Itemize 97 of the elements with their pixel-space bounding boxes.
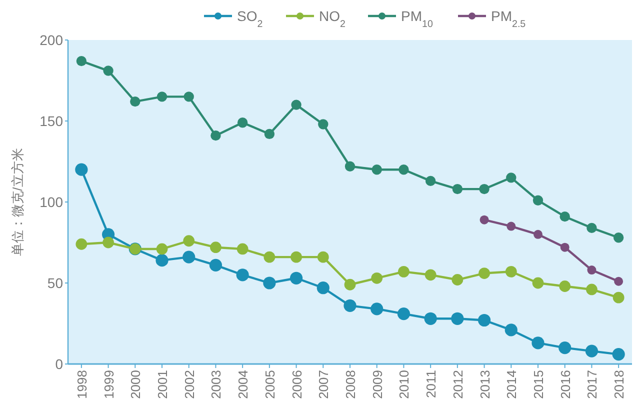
x-tick-label: 2000 bbox=[128, 370, 144, 399]
point bbox=[290, 251, 302, 263]
point bbox=[534, 230, 542, 239]
x-tick-label: 2010 bbox=[396, 370, 412, 399]
point bbox=[103, 66, 114, 76]
point bbox=[290, 272, 303, 284]
point bbox=[560, 211, 570, 222]
x-tick-label: 2007 bbox=[316, 370, 332, 399]
point bbox=[425, 176, 436, 186]
point bbox=[506, 172, 516, 183]
point bbox=[236, 268, 249, 282]
point bbox=[452, 184, 463, 194]
point bbox=[478, 268, 490, 279]
point bbox=[451, 312, 464, 325]
point bbox=[263, 276, 276, 290]
point bbox=[505, 266, 517, 278]
legend-label: SO$_{2}$ bbox=[237, 8, 263, 30]
y-tick-label: 200 bbox=[40, 32, 64, 48]
x-tick-label: 2016 bbox=[558, 370, 573, 399]
y-tick-label: 150 bbox=[40, 113, 64, 129]
point bbox=[478, 314, 491, 327]
x-tick-label: 1998 bbox=[74, 370, 90, 399]
point bbox=[76, 238, 88, 250]
point bbox=[558, 342, 572, 354]
x-tick-label: 2005 bbox=[262, 370, 278, 399]
x-tick-label: 2014 bbox=[504, 370, 520, 399]
point bbox=[479, 184, 490, 194]
x-tick-label: 2013 bbox=[477, 370, 492, 399]
x-tick-label: 2015 bbox=[531, 370, 546, 399]
point bbox=[480, 215, 489, 224]
x-tick-label: 2012 bbox=[450, 370, 466, 399]
point bbox=[614, 276, 624, 286]
point bbox=[317, 251, 329, 263]
x-tick-label: 2004 bbox=[236, 370, 251, 399]
x-tick-label: 2018 bbox=[612, 370, 627, 399]
x-tick-label: 1999 bbox=[101, 370, 116, 399]
point bbox=[316, 282, 330, 294]
point bbox=[210, 242, 222, 254]
point bbox=[344, 161, 356, 172]
point bbox=[585, 344, 598, 358]
point bbox=[236, 243, 248, 255]
point bbox=[424, 312, 437, 325]
point bbox=[532, 195, 544, 206]
x-tick-label: 2003 bbox=[208, 370, 224, 399]
point bbox=[371, 272, 383, 284]
point bbox=[370, 302, 384, 316]
point bbox=[612, 292, 624, 304]
point bbox=[398, 164, 409, 175]
point bbox=[76, 56, 87, 66]
point bbox=[586, 284, 598, 296]
point bbox=[291, 100, 302, 110]
point bbox=[397, 307, 410, 320]
point bbox=[398, 266, 410, 278]
point bbox=[209, 258, 222, 272]
y-tick-label: 50 bbox=[47, 275, 64, 291]
point bbox=[559, 280, 571, 292]
legend-label: PM$_{10}$ bbox=[401, 8, 434, 30]
point bbox=[532, 277, 544, 289]
point bbox=[318, 119, 328, 130]
x-tick-label: 2001 bbox=[155, 370, 170, 399]
point bbox=[183, 235, 195, 247]
point bbox=[102, 236, 114, 248]
point bbox=[587, 266, 596, 275]
point bbox=[506, 222, 516, 231]
point bbox=[130, 96, 140, 107]
point bbox=[264, 128, 275, 140]
point bbox=[560, 242, 570, 252]
legend-label: PM$_{2.5}$ bbox=[491, 8, 526, 30]
point bbox=[344, 299, 356, 312]
x-tick-label: 2002 bbox=[182, 370, 197, 399]
point bbox=[612, 348, 625, 361]
point bbox=[424, 269, 436, 281]
x-tick-label: 2006 bbox=[289, 370, 304, 399]
y-axis-title: 单位：微克/立方米 bbox=[10, 148, 25, 256]
point bbox=[586, 222, 597, 234]
point bbox=[156, 254, 168, 267]
point bbox=[182, 250, 196, 264]
point bbox=[75, 163, 88, 176]
x-tick-label: 2011 bbox=[424, 370, 439, 398]
point bbox=[532, 336, 544, 350]
point bbox=[237, 118, 248, 128]
point bbox=[156, 243, 168, 255]
x-tick-label: 2008 bbox=[343, 370, 358, 399]
point bbox=[372, 164, 382, 175]
y-tick-label: 100 bbox=[40, 194, 64, 210]
point bbox=[184, 92, 194, 102]
x-tick-label: 2009 bbox=[370, 370, 385, 399]
point bbox=[344, 278, 356, 290]
point bbox=[210, 130, 221, 141]
point bbox=[264, 251, 276, 263]
legend-label: NO$_{2}$ bbox=[319, 8, 346, 30]
point bbox=[504, 324, 518, 336]
point bbox=[156, 92, 168, 102]
y-tick-label: 0 bbox=[55, 356, 64, 372]
point bbox=[613, 232, 624, 243]
point bbox=[452, 274, 464, 286]
x-tick-label: 2017 bbox=[584, 370, 600, 399]
